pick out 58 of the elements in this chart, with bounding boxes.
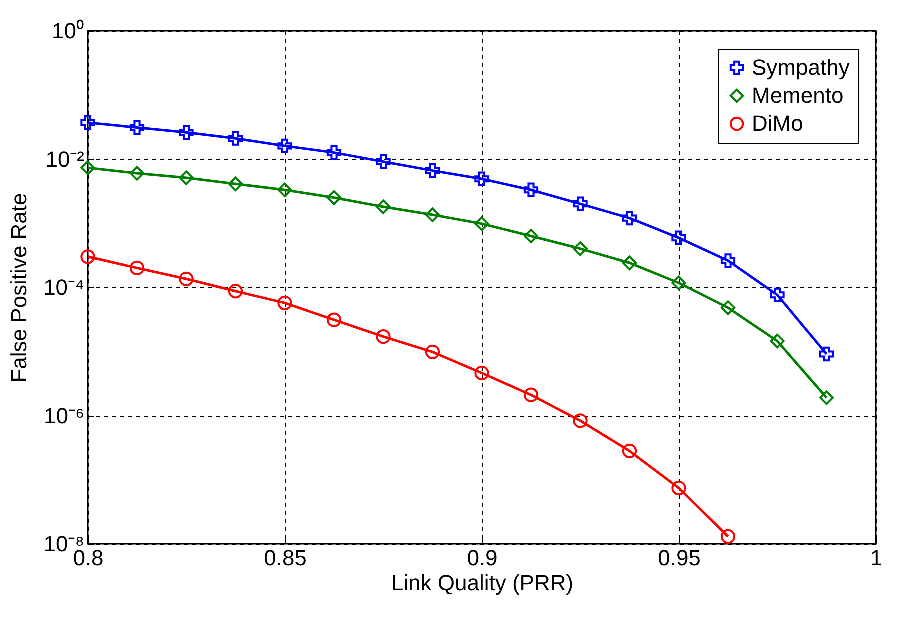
point (573, 414, 588, 428)
point (474, 216, 490, 232)
point (228, 131, 244, 146)
legend-label: Memento (752, 83, 844, 108)
point (278, 296, 292, 310)
point (524, 228, 539, 244)
point (622, 210, 638, 226)
x-tick-label: 0.9 (467, 546, 498, 570)
point (425, 344, 440, 360)
x-tick-label: 0.85 (264, 546, 307, 570)
point (819, 390, 834, 406)
point (130, 120, 145, 136)
point (720, 254, 736, 268)
point (376, 330, 391, 344)
point (228, 284, 244, 299)
point (474, 172, 490, 186)
point (573, 196, 588, 212)
point (130, 166, 145, 181)
point (524, 388, 539, 402)
point (179, 125, 194, 140)
point (326, 145, 342, 160)
point (573, 242, 588, 256)
point (278, 138, 292, 154)
x-tick-label: 1 (870, 546, 883, 570)
y-tick-label: 10⁻⁶ (44, 403, 84, 428)
point (672, 230, 686, 246)
y-tick-label: 10⁻² (46, 146, 84, 172)
x-axis-title: Link Quality (PRR) (391, 570, 574, 596)
point (179, 170, 194, 186)
point (326, 312, 342, 328)
point (228, 176, 244, 192)
y-tick-label: 10⁰ (52, 18, 84, 44)
point (524, 182, 539, 198)
point (672, 276, 686, 290)
point (278, 182, 292, 198)
point (770, 334, 785, 349)
y-axis-title: False Positive Rate (6, 193, 32, 383)
point (425, 208, 440, 222)
legend-label: Sympathy (752, 55, 850, 80)
point (622, 256, 638, 270)
point (80, 115, 96, 130)
point (474, 366, 490, 381)
point (819, 346, 834, 362)
point (425, 163, 440, 178)
legend-label: DiMo (752, 111, 804, 136)
point (720, 300, 736, 316)
point (770, 288, 785, 302)
x-tick-label: 0.95 (658, 546, 701, 570)
point (179, 272, 194, 286)
point (130, 260, 145, 276)
point (80, 250, 96, 264)
point (672, 480, 686, 496)
point (720, 529, 736, 544)
y-tick-label: 10⁻⁴ (44, 275, 84, 300)
point (376, 154, 391, 170)
point (376, 200, 391, 214)
point (622, 444, 638, 459)
point (326, 190, 342, 206)
